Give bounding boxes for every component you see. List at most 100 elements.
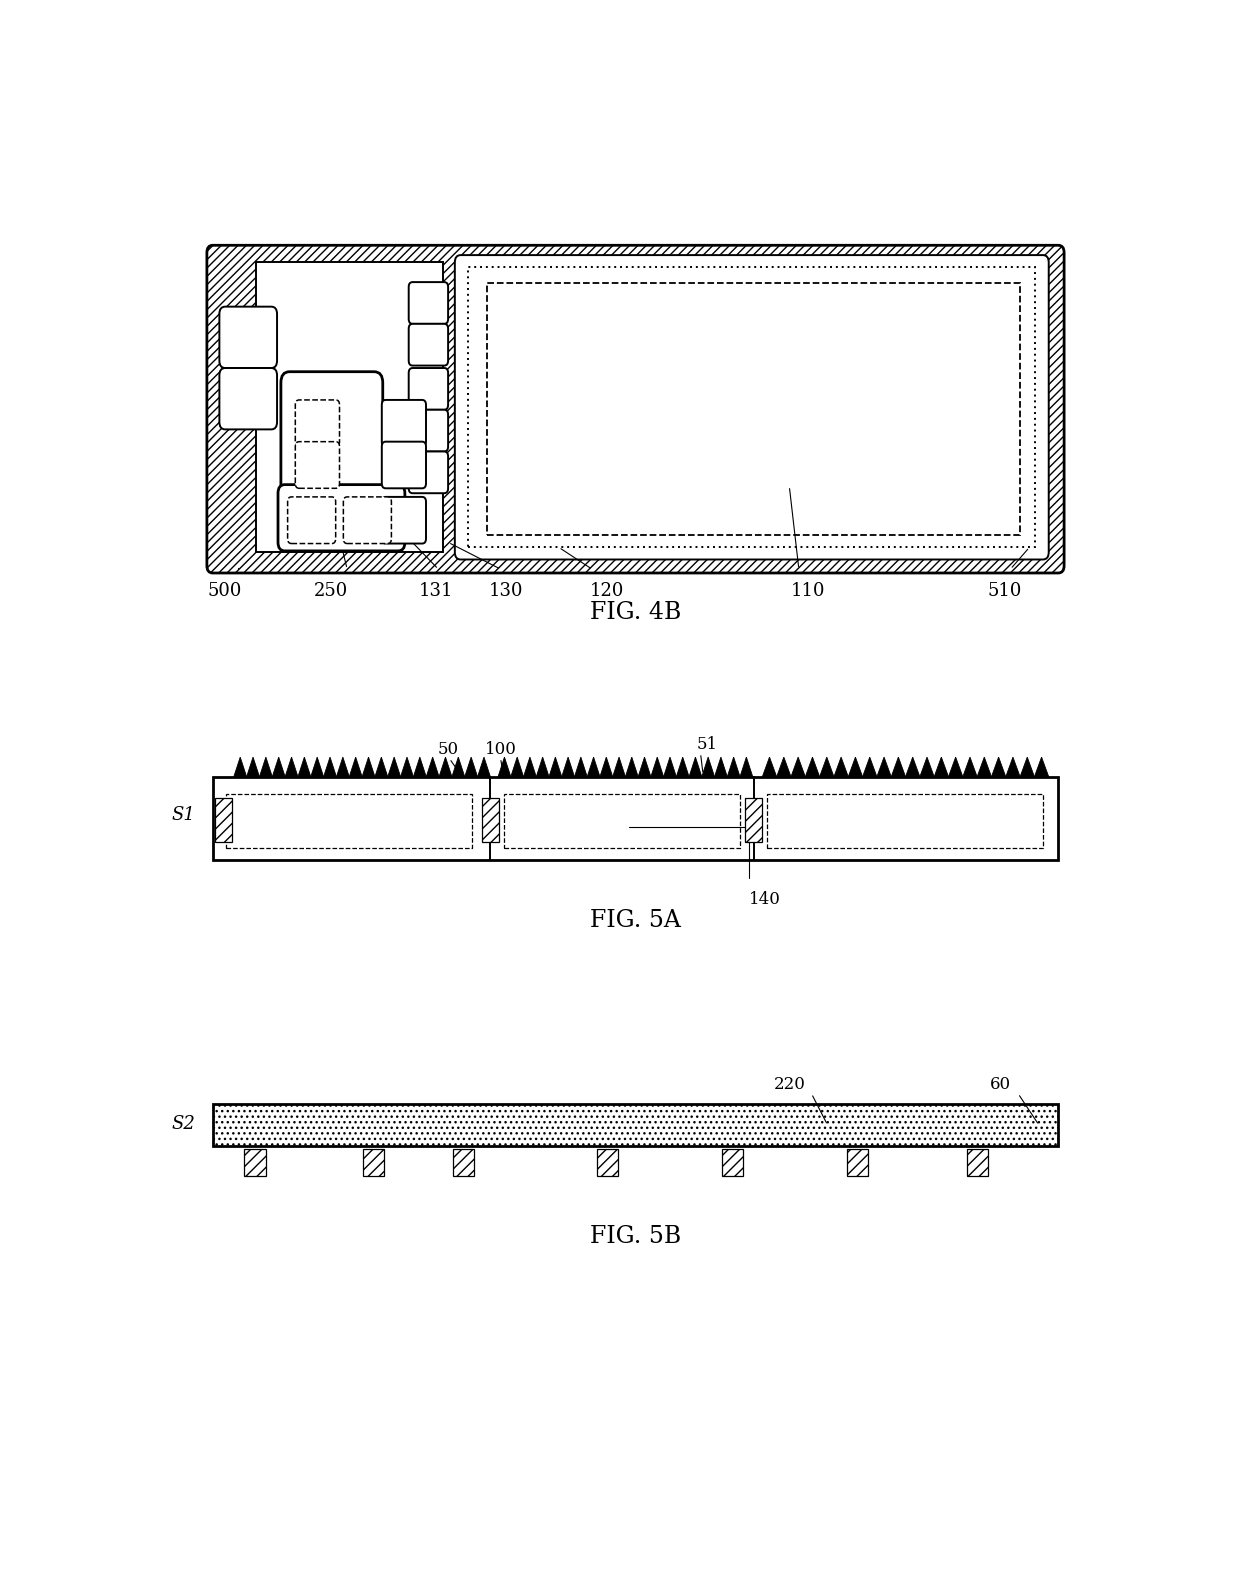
Polygon shape <box>562 757 574 776</box>
Polygon shape <box>588 757 600 776</box>
Polygon shape <box>1034 757 1049 776</box>
FancyBboxPatch shape <box>409 410 448 451</box>
Polygon shape <box>934 757 949 776</box>
Polygon shape <box>763 757 776 776</box>
Bar <box>745 797 763 842</box>
Polygon shape <box>663 757 676 776</box>
Polygon shape <box>820 757 835 776</box>
Bar <box>362 1149 383 1176</box>
Polygon shape <box>835 757 848 776</box>
Polygon shape <box>625 757 639 776</box>
FancyBboxPatch shape <box>382 442 427 488</box>
Bar <box>244 1149 265 1176</box>
Text: 220: 220 <box>774 1076 805 1093</box>
Polygon shape <box>613 757 625 776</box>
Polygon shape <box>728 757 740 776</box>
Polygon shape <box>465 757 477 776</box>
Polygon shape <box>362 757 374 776</box>
Polygon shape <box>892 757 905 776</box>
Polygon shape <box>374 757 388 776</box>
Polygon shape <box>848 757 863 776</box>
Polygon shape <box>259 757 273 776</box>
Polygon shape <box>427 757 439 776</box>
Text: 110: 110 <box>791 582 826 599</box>
Polygon shape <box>600 757 613 776</box>
FancyBboxPatch shape <box>219 306 277 368</box>
Text: 500: 500 <box>207 582 242 599</box>
Bar <box>469 268 1035 547</box>
FancyBboxPatch shape <box>343 497 392 544</box>
Polygon shape <box>676 757 689 776</box>
Polygon shape <box>1006 757 1021 776</box>
Polygon shape <box>439 757 451 776</box>
Polygon shape <box>920 757 934 776</box>
Polygon shape <box>574 757 588 776</box>
Polygon shape <box>336 757 350 776</box>
Polygon shape <box>740 757 753 776</box>
Polygon shape <box>1021 757 1034 776</box>
Bar <box>967 1149 988 1176</box>
Bar <box>722 1149 743 1176</box>
Text: 140: 140 <box>749 891 781 909</box>
Polygon shape <box>791 757 805 776</box>
Bar <box>213 776 1058 861</box>
Text: FIG. 5A: FIG. 5A <box>590 909 681 932</box>
Bar <box>213 1105 1058 1146</box>
FancyBboxPatch shape <box>295 400 340 446</box>
Bar <box>213 1105 1058 1146</box>
Polygon shape <box>311 757 324 776</box>
Polygon shape <box>273 757 285 776</box>
FancyBboxPatch shape <box>409 368 448 410</box>
Polygon shape <box>413 757 427 776</box>
FancyBboxPatch shape <box>382 497 427 544</box>
Polygon shape <box>977 757 992 776</box>
Text: 120: 120 <box>589 582 624 599</box>
Polygon shape <box>689 757 702 776</box>
Bar <box>453 1149 474 1176</box>
Polygon shape <box>992 757 1006 776</box>
Bar <box>596 1149 619 1176</box>
FancyBboxPatch shape <box>382 400 427 446</box>
FancyBboxPatch shape <box>295 442 340 488</box>
FancyBboxPatch shape <box>288 497 336 544</box>
Polygon shape <box>651 757 663 776</box>
Polygon shape <box>949 757 962 776</box>
Text: 131: 131 <box>418 582 453 599</box>
FancyBboxPatch shape <box>207 245 1064 572</box>
Bar <box>486 284 1019 536</box>
Bar <box>255 263 444 552</box>
Polygon shape <box>962 757 977 776</box>
Polygon shape <box>477 757 490 776</box>
Bar <box>226 794 472 848</box>
Polygon shape <box>247 757 259 776</box>
Polygon shape <box>285 757 298 776</box>
FancyBboxPatch shape <box>409 282 448 324</box>
Polygon shape <box>511 757 523 776</box>
Text: 60: 60 <box>990 1076 1012 1093</box>
Bar <box>768 794 1043 848</box>
Polygon shape <box>776 757 791 776</box>
Text: 250: 250 <box>314 582 348 599</box>
Text: S1: S1 <box>171 807 196 824</box>
Polygon shape <box>863 757 877 776</box>
Text: 100: 100 <box>485 741 517 759</box>
Text: 50: 50 <box>438 741 459 759</box>
Polygon shape <box>905 757 920 776</box>
Bar <box>481 797 498 842</box>
Text: 130: 130 <box>489 582 523 599</box>
FancyBboxPatch shape <box>278 485 404 552</box>
Text: FIG. 5B: FIG. 5B <box>590 1224 681 1248</box>
Bar <box>847 1149 868 1176</box>
Polygon shape <box>549 757 562 776</box>
FancyBboxPatch shape <box>409 451 448 493</box>
Polygon shape <box>702 757 714 776</box>
Text: FIG. 4B: FIG. 4B <box>590 601 681 625</box>
Text: 51: 51 <box>697 736 718 754</box>
FancyBboxPatch shape <box>455 255 1049 559</box>
Polygon shape <box>350 757 362 776</box>
Text: 510: 510 <box>987 582 1022 599</box>
Polygon shape <box>298 757 311 776</box>
Polygon shape <box>877 757 892 776</box>
Polygon shape <box>388 757 401 776</box>
Polygon shape <box>523 757 536 776</box>
